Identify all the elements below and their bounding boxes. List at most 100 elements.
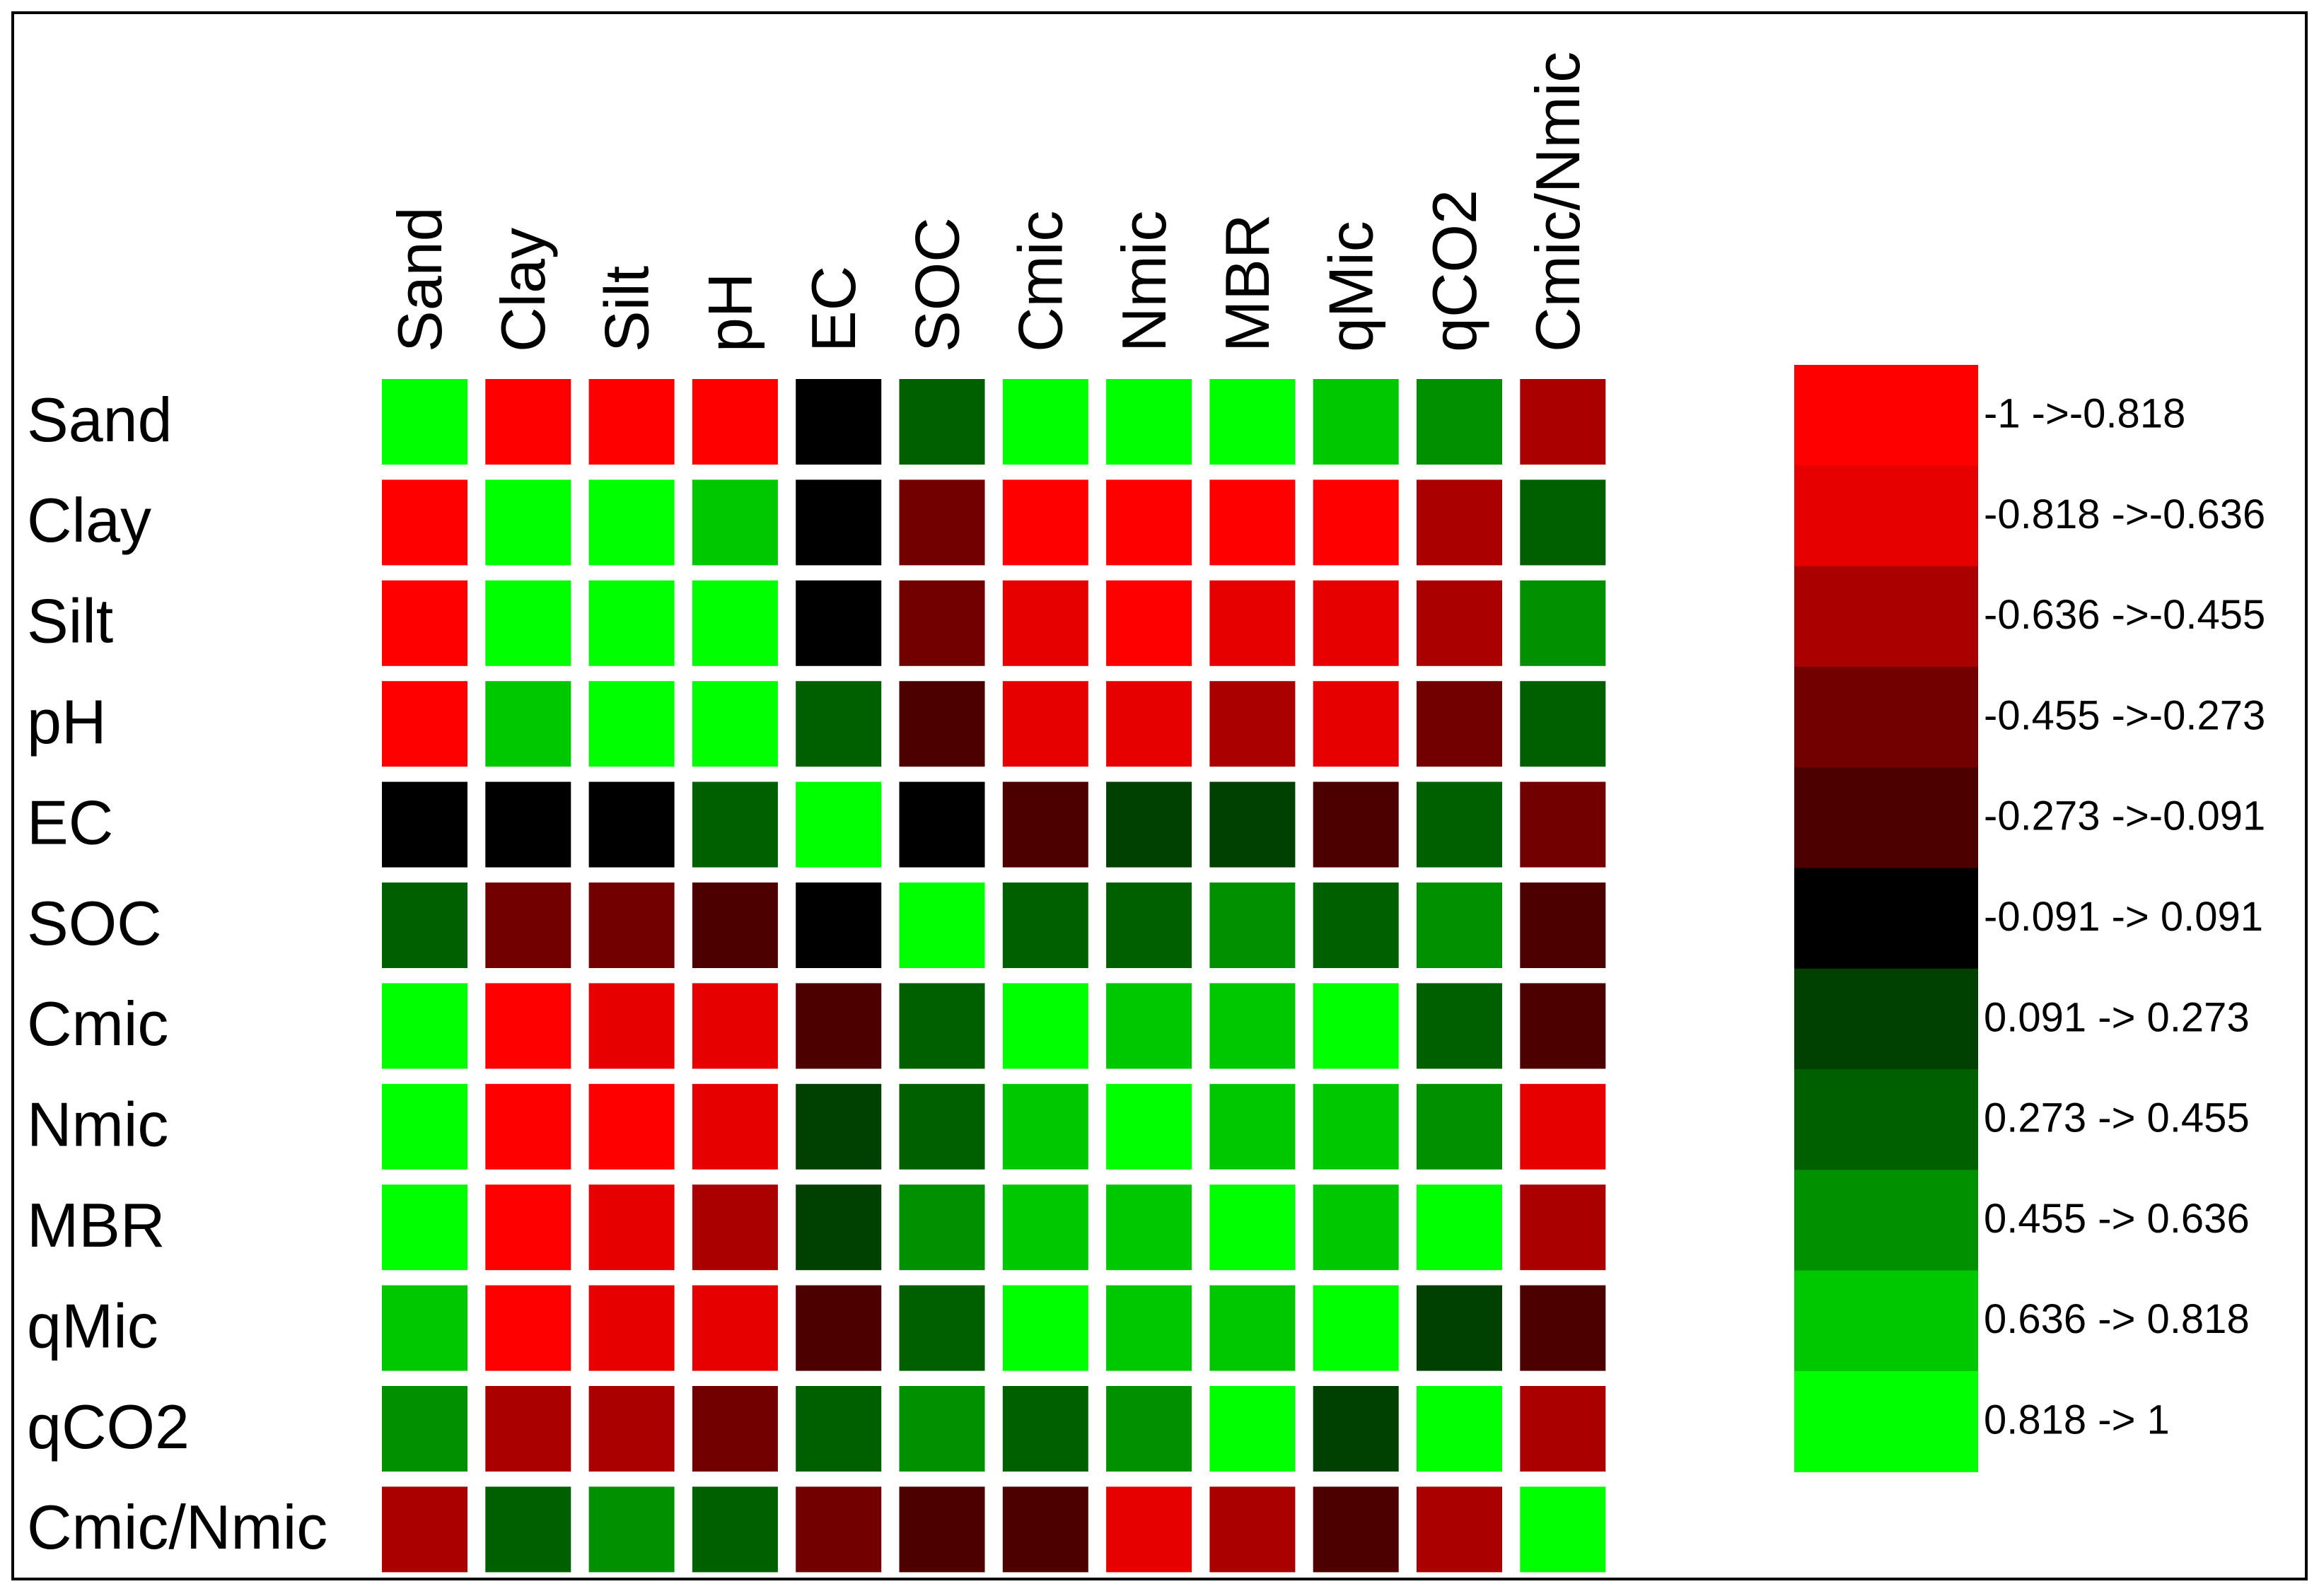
- heatmap-cell: [382, 781, 467, 868]
- heatmap-cell: [899, 1486, 985, 1573]
- heatmap-cell: [1520, 883, 1606, 968]
- heatmap-cell: [1417, 479, 1502, 566]
- heatmap-cell: [1417, 1386, 1502, 1472]
- heatmap-cell: [692, 781, 778, 868]
- heatmap-cell: [485, 479, 571, 566]
- heatmap-cell: [1106, 1184, 1192, 1271]
- legend-swatch: [1794, 465, 1978, 567]
- heatmap-cell: [485, 681, 571, 767]
- heatmap-cell: [1520, 1083, 1606, 1170]
- row-label: Cmic/Nmic: [27, 1492, 327, 1562]
- legend-swatch: [1794, 767, 1978, 868]
- legend-label: -1 ->-0.818: [1984, 390, 2185, 436]
- heatmap-cell: [1002, 1184, 1088, 1271]
- heatmap-cell: [1209, 883, 1296, 968]
- legend-swatch: [1794, 666, 1978, 768]
- heatmap-cell: [1313, 1486, 1399, 1573]
- heatmap-cell: [692, 580, 778, 666]
- heatmap-cell: [485, 1486, 571, 1573]
- legend-label: -0.636 ->-0.455: [1984, 592, 2265, 638]
- heatmap-cell: [485, 1285, 571, 1371]
- heatmap-cell: [692, 379, 778, 465]
- heatmap-cell: [485, 580, 571, 666]
- heatmap-cell: [382, 1083, 467, 1170]
- legend-label: -0.273 ->-0.091: [1984, 793, 2265, 839]
- heatmap-cell: [796, 1285, 882, 1371]
- heatmap-cell: [485, 983, 571, 1069]
- heatmap-cell: [1106, 1083, 1192, 1170]
- row-label: qCO2: [27, 1392, 190, 1462]
- column-label: Silt: [591, 266, 661, 352]
- heatmap-cell: [382, 883, 467, 968]
- column-label: Sand: [385, 206, 455, 352]
- heatmap-cell: [899, 580, 985, 666]
- heatmap-cell: [1209, 1184, 1296, 1271]
- heatmap-cell: [485, 781, 571, 868]
- heatmap-cell: [382, 1386, 467, 1472]
- row-label: Cmic: [27, 989, 168, 1059]
- heatmap-cell: [1106, 983, 1192, 1069]
- heatmap-cell: [1106, 1285, 1192, 1371]
- heatmap-cell: [1209, 479, 1296, 566]
- heatmap-cell: [485, 1386, 571, 1472]
- heatmap-cell: [1106, 681, 1192, 767]
- heatmap-cell: [1002, 379, 1088, 465]
- column-label: MBR: [1212, 214, 1282, 352]
- heatmap-cell: [1106, 580, 1192, 666]
- legend-label: 0.818 -> 1: [1984, 1397, 2170, 1443]
- heatmap-cell: [1417, 983, 1502, 1069]
- column-label: Nmic: [1109, 211, 1179, 352]
- row-label: qMic: [27, 1291, 158, 1361]
- legend-swatch: [1794, 968, 1978, 1070]
- heatmap-cell: [1106, 379, 1192, 465]
- heatmap-cell: [382, 1486, 467, 1573]
- row-label: pH: [27, 687, 107, 757]
- heatmap-cell: [1002, 1083, 1088, 1170]
- heatmap-cell: [796, 580, 882, 666]
- heatmap-cell: [1106, 883, 1192, 968]
- heatmap-cell: [899, 983, 985, 1069]
- heatmap-cell: [1313, 1285, 1399, 1371]
- heatmap-cell: [1209, 1285, 1296, 1371]
- heatmap-cell: [1002, 983, 1088, 1069]
- heatmap-cell: [1209, 1486, 1296, 1573]
- heatmap-cell: [796, 1184, 882, 1271]
- heatmap-cell: [1106, 1486, 1192, 1573]
- heatmap-cell: [1417, 883, 1502, 968]
- heatmap-cell: [485, 1184, 571, 1271]
- column-label: SOC: [902, 217, 972, 352]
- heatmap-cell: [1002, 1285, 1088, 1371]
- row-label: EC: [27, 787, 113, 857]
- heatmap-cell: [485, 379, 571, 465]
- heatmap-cell: [899, 1285, 985, 1371]
- heatmap-cell: [796, 1486, 882, 1573]
- heatmap-cell: [899, 1386, 985, 1472]
- heatmap-cell: [588, 1486, 675, 1573]
- heatmap-cell: [692, 1285, 778, 1371]
- column-label: qMic: [1315, 221, 1385, 352]
- heatmap-cell: [1002, 580, 1088, 666]
- heatmap-cell: [692, 983, 778, 1069]
- heatmap-cell: [1520, 1285, 1606, 1371]
- heatmap-cell: [1520, 379, 1606, 465]
- heatmap-cell: [1209, 1386, 1296, 1472]
- heatmap-cell: [899, 479, 985, 566]
- heatmap-cell: [796, 681, 882, 767]
- heatmap-cell: [899, 1184, 985, 1271]
- heatmap-cell: [796, 781, 882, 868]
- heatmap-cell: [692, 681, 778, 767]
- heatmap-cell: [588, 1386, 675, 1472]
- heatmap-cell: [382, 983, 467, 1069]
- heatmap-cell: [1209, 983, 1296, 1069]
- heatmap-cell: [382, 1184, 467, 1271]
- heatmap-cell: [1313, 1386, 1399, 1472]
- legend-label: 0.091 -> 0.273: [1984, 994, 2250, 1040]
- heatmap-cell: [588, 983, 675, 1069]
- heatmap-cell: [1520, 1386, 1606, 1472]
- legend-label: -0.455 ->-0.273: [1984, 692, 2265, 738]
- heatmap-cell: [796, 379, 882, 465]
- legend-label: -0.091 -> 0.091: [1984, 894, 2263, 940]
- heatmap-cell: [1002, 781, 1088, 868]
- legend-swatch: [1794, 1170, 1978, 1271]
- heatmap-cell: [382, 479, 467, 566]
